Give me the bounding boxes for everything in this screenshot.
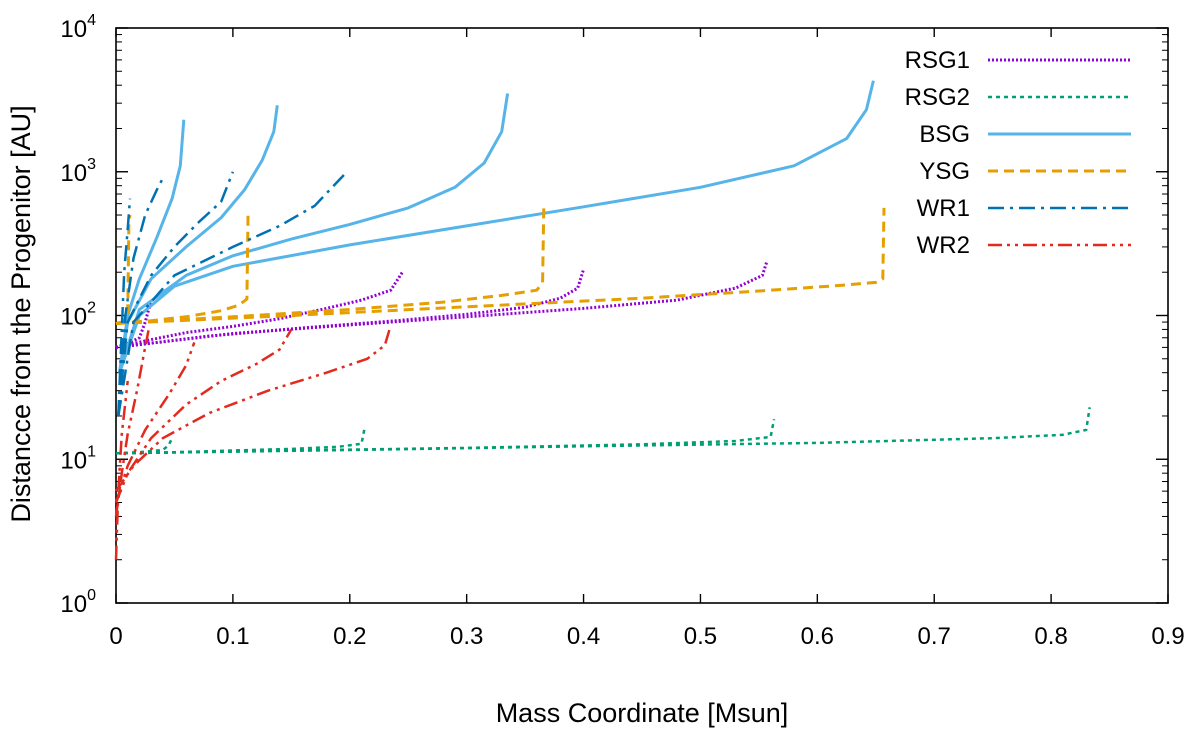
legend-label-rsg2: RSG2 — [905, 84, 970, 111]
plot-frame — [115, 27, 1169, 604]
y-tick-label: 100 — [60, 587, 96, 618]
y-axis-ticks: 100 101 102 103 104 — [60, 12, 1168, 618]
series-line-wr1 — [117, 174, 345, 417]
legend: RSG1 RSG2 BSG YSG WR1 WR2 — [905, 47, 1131, 259]
x-tick-label: 0.7 — [918, 623, 951, 650]
legend-label-wr1: WR1 — [917, 195, 970, 222]
y-tick-label: 104 — [60, 12, 96, 43]
series-line-wr2 — [114, 329, 150, 517]
series-rsg2 — [115, 407, 1091, 455]
y-tick-label: 102 — [60, 300, 96, 331]
y-tick-label: 103 — [60, 156, 96, 187]
x-tick-label: 0.5 — [684, 623, 717, 650]
series-line-ysg — [115, 205, 546, 325]
legend-label-ysg: YSG — [919, 158, 970, 185]
legend-label-bsg: BSG — [919, 121, 970, 148]
x-axis-ticks: 0 0.1 0.2 0.3 0.4 0.5 0.6 0.7 0.8 0.9 — [109, 28, 1185, 650]
series-wr1 — [117, 171, 345, 417]
series-line-bsg — [118, 105, 279, 373]
x-tick-label: 0.3 — [450, 623, 483, 650]
x-axis-label: Mass Coordinate [Msun] — [496, 698, 789, 728]
series-line-ysg — [115, 207, 886, 325]
x-tick-label: 0 — [109, 623, 122, 650]
series-line-bsg — [118, 80, 875, 374]
series-wr2 — [114, 325, 392, 560]
legend-label-rsg1: RSG1 — [905, 47, 970, 74]
legend-label-wr2: WR2 — [917, 232, 970, 259]
series-line-wr2 — [114, 325, 392, 492]
x-tick-label: 0.6 — [801, 623, 834, 650]
series-line-rsg1 — [115, 260, 769, 349]
y-tick-label: 101 — [60, 443, 96, 474]
series-line-bsg — [118, 93, 510, 374]
series-line-bsg — [118, 119, 186, 373]
series-line-wr2 — [114, 341, 196, 503]
x-tick-label: 0.8 — [1034, 623, 1067, 650]
y-axis-label: Distancce from the Progenitor [AU] — [6, 105, 36, 522]
series-layer — [114, 80, 1091, 560]
series-bsg — [118, 80, 875, 374]
series-line-rsg2 — [115, 437, 174, 455]
series-ysg — [115, 205, 886, 325]
x-tick-label: 0.2 — [333, 623, 366, 650]
series-line-wr1 — [117, 171, 235, 417]
series-line-rsg2 — [115, 407, 1091, 455]
x-tick-label: 0.4 — [567, 623, 600, 650]
x-tick-label: 0.9 — [1151, 623, 1184, 650]
series-line-wr1 — [117, 198, 132, 417]
x-tick-label: 0.1 — [216, 623, 249, 650]
